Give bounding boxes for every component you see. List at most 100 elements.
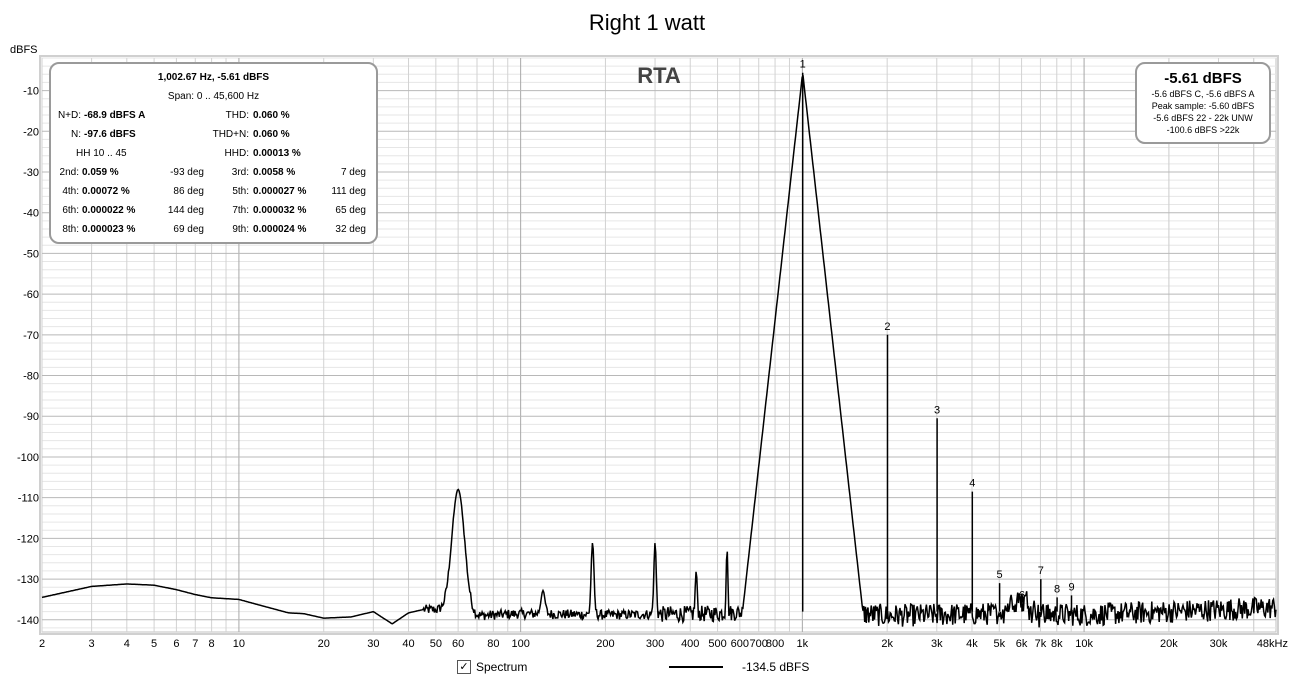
y-tick-label: -140 [17, 615, 39, 627]
harmonic-row: 6th: 0.000022 % 144 deg 7th: 0.000032 % 65 de… [51, 202, 376, 220]
x-tick-label: 600 [731, 638, 749, 650]
harmonic-v2-cell: 0.000024 % [253, 224, 307, 235]
plot-border [39, 55, 1279, 635]
harmonic-label: 2 [884, 321, 890, 333]
x-tick-label: 8k [1051, 638, 1063, 650]
harmonic-label: 4 [969, 478, 975, 490]
harmonic-l2-cell: 7th: [232, 205, 249, 216]
harmonic-l2-cell: 9th: [232, 224, 249, 235]
thd-label: THD: [225, 110, 249, 121]
x-tick-label: 7k [1035, 638, 1047, 650]
harmonic-l1-cell: 4th: [62, 186, 79, 197]
harmonic-d2-cell: 32 deg [335, 224, 366, 235]
stats-header: 1,002.67 Hz, -5.61 dBFS [157, 72, 270, 83]
x-tick-label: 10k [1075, 638, 1093, 650]
x-tick-label: 4 [124, 638, 130, 650]
x-tick-label: 300 [646, 638, 664, 650]
y-tick-label: -40 [23, 208, 39, 220]
y-tick-label: -90 [23, 411, 39, 423]
harmonic-label: 5 [997, 569, 1003, 581]
harmonic-v1-cell: 0.000023 % [82, 224, 136, 235]
x-tick-label: 40 [402, 638, 414, 650]
harmonic-v1-cell: 0.00072 % [82, 186, 130, 197]
spectrum-line [41, 72, 1277, 628]
harmonic-v1-cell: 0.059 % [82, 167, 119, 178]
harmonic-label: 8 [1054, 583, 1060, 595]
hh-range: HH 10 .. 45 [76, 148, 127, 159]
x-tick-label: 7 [192, 638, 198, 650]
x-tick-label: 400 [681, 638, 699, 650]
x-tick-label: 500 [708, 638, 726, 650]
y-tick-label: -30 [23, 167, 39, 179]
stats-panel: 1,002.67 Hz, -5.61 dBFS Span: 0 .. 45,60… [49, 62, 378, 244]
harmonic-label: 7 [1038, 565, 1044, 577]
harmonic-label: 1 [800, 59, 806, 71]
x-tick-label: 30k [1210, 638, 1228, 650]
x-tick-label: 50 [430, 638, 442, 650]
x-tick-label: 3k [931, 638, 943, 650]
x-tick-label: 6k [1016, 638, 1028, 650]
thd-value: 0.060 % [253, 110, 290, 121]
level-panel: -5.61 dBFS -5.6 dBFS C, -5.6 dBFS A Peak… [1135, 62, 1271, 144]
harmonic-label: 9 [1068, 581, 1074, 593]
harmonic-v1-cell: 0.000022 % [82, 205, 136, 216]
x-tick-label: 20k [1160, 638, 1178, 650]
hhd-label: HHD: [224, 148, 249, 159]
x-tick-label: 30 [367, 638, 379, 650]
spectrum-checkbox[interactable]: ✓ [457, 660, 471, 674]
chart-title: Right 1 watt [589, 10, 705, 35]
x-tick-label: 60 [452, 638, 464, 650]
legend: ✓ Spectrum -134.5 dBFS [0, 655, 1295, 679]
x-tick-label: 2 [39, 638, 45, 650]
y-tick-label: -50 [23, 248, 39, 260]
thdn-value: 0.060 % [253, 129, 290, 140]
x-tick-labels: 2 3 4 5 6 7 8 10 20 30 40 50 60 80 100 200 300 400 500 600 7… [39, 638, 1288, 650]
x-tick-label: 8 [209, 638, 215, 650]
level-line: Peak sample: -5.60 dBFS [1151, 101, 1255, 111]
level-value: -5.61 dBFS [1164, 70, 1242, 87]
x-tick-label: 20 [318, 638, 330, 650]
nd-value: -68.9 dBFS A [84, 110, 146, 121]
x-tick-label: 800 [766, 638, 784, 650]
x-tick-label: 4k [966, 638, 978, 650]
harmonic-d1-cell: -93 deg [170, 167, 204, 178]
harmonic-l1-cell: 8th: [62, 224, 79, 235]
legend-label: Spectrum [476, 660, 528, 674]
y-tick-label: -110 [18, 493, 39, 505]
harmonic-d2-cell: 7 deg [340, 167, 366, 178]
x-tick-label: 6 [173, 638, 179, 650]
y-tick-label: -20 [23, 126, 39, 138]
x-tick-label: 10 [233, 638, 245, 650]
nd-label: N+D: [57, 110, 81, 121]
legend-line-swatch [669, 666, 723, 668]
x-tick-label: 3 [89, 638, 95, 650]
harmonic-label: 3 [934, 404, 940, 416]
level-line: -5.6 dBFS 22 - 22k UNW [1153, 113, 1253, 123]
harmonic-row: 2nd: 0.059 % -93 deg 3rd: 0.0058 % 7 deg [51, 164, 376, 182]
harmonic-v2-cell: 0.000032 % [253, 205, 307, 216]
x-tick-label: 100 [511, 638, 529, 650]
x-tick-label: 700 [750, 638, 768, 650]
y-axis-label: dBFS [10, 44, 38, 56]
x-tick-label: 2k [881, 638, 893, 650]
level-line: -5.6 dBFS C, -5.6 dBFS A [1151, 89, 1255, 99]
x-tick-label: 1k [797, 638, 809, 650]
harmonic-l2-cell: 3rd: [231, 167, 249, 178]
x-tick-label: 80 [487, 638, 499, 650]
harmonic-d1-cell: 144 deg [167, 205, 204, 216]
y-tick-label: -60 [23, 289, 39, 301]
y-tick-label: -120 [17, 533, 39, 545]
y-tick-label: -70 [23, 330, 39, 342]
y-tick-label: -100 [17, 452, 39, 464]
harmonic-row: 8th: 0.000023 % 69 deg 9th: 0.000024 % 32 deg [51, 221, 376, 239]
harmonic-v2-cell: 0.000027 % [253, 186, 307, 197]
x-tick-label: 5k [993, 638, 1005, 650]
harmonic-label: 6 [1019, 590, 1025, 602]
harmonic-d2-cell: 65 deg [335, 205, 366, 216]
y-tick-label: -10 [23, 86, 39, 98]
hhd-value: 0.00013 % [253, 148, 301, 159]
thdn-label: THD+N: [212, 129, 249, 140]
x-tick-label: 48kHz [1257, 638, 1288, 650]
stats-span: Span: 0 .. 45,600 Hz [167, 91, 260, 102]
harmonic-l1-cell: 2nd: [59, 167, 79, 178]
